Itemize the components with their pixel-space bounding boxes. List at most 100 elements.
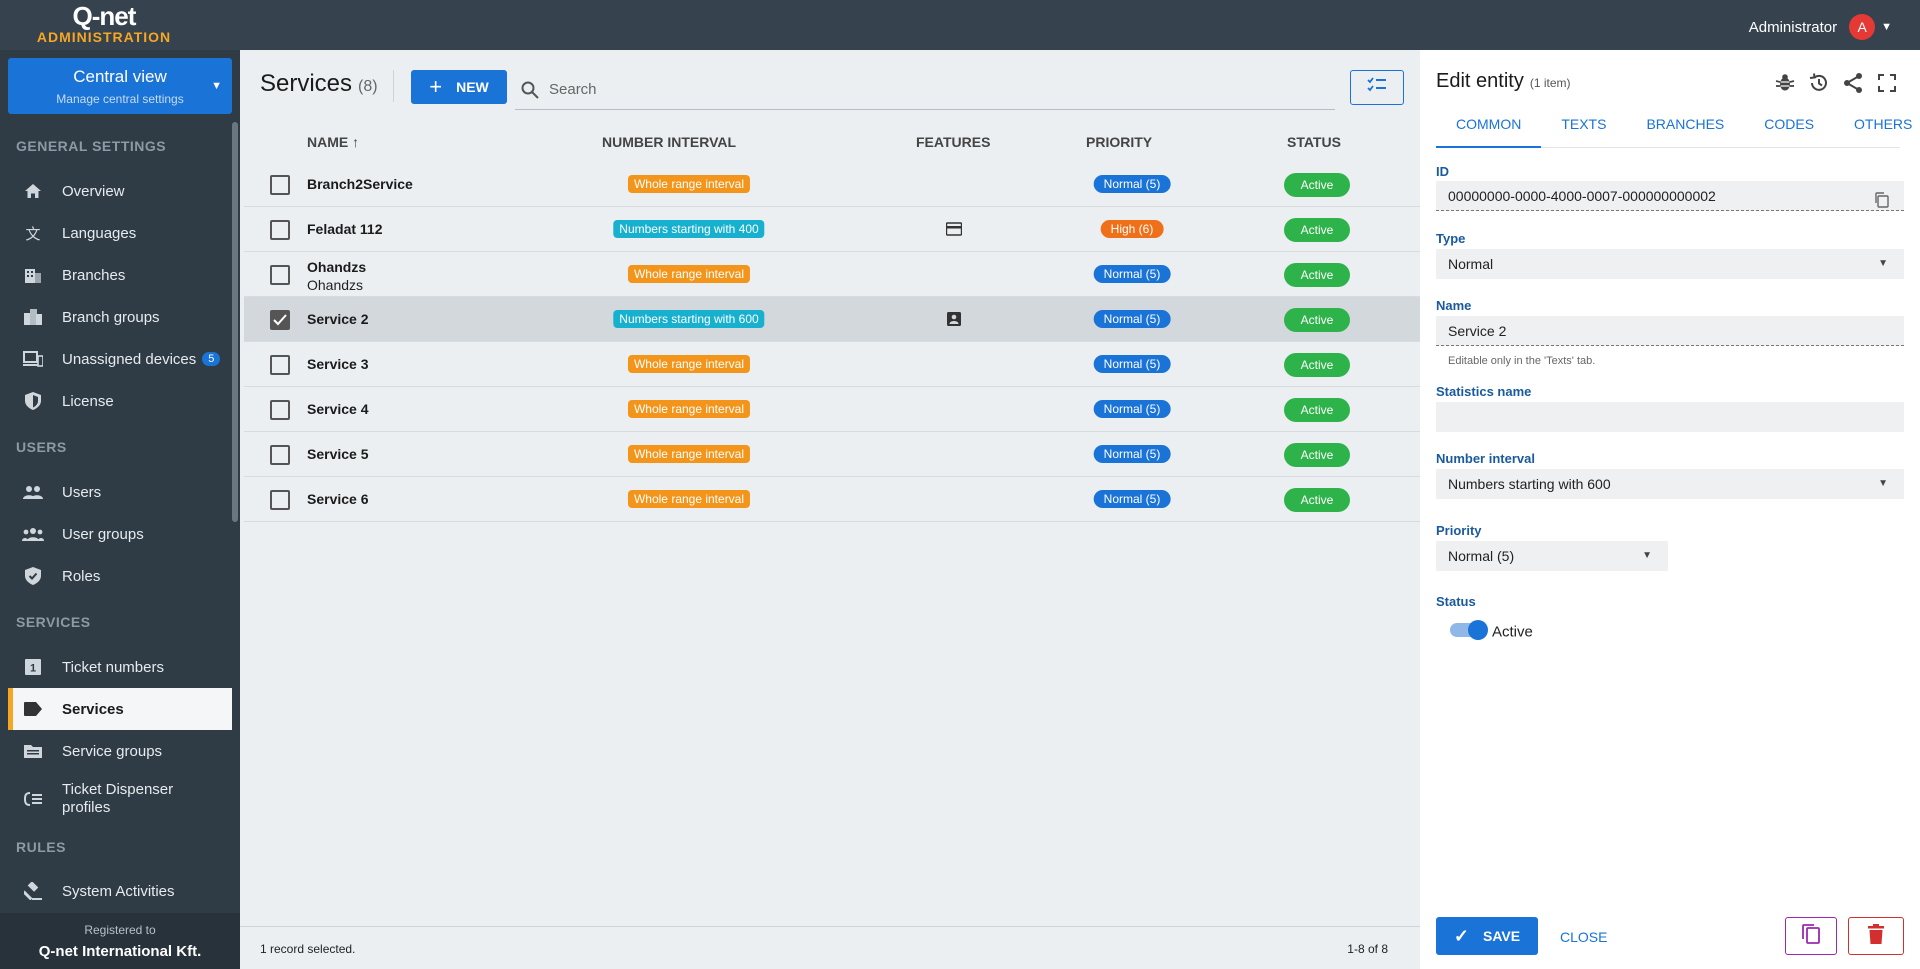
panel-tabs: COMMON TEXTS BRANCHES CODES OTHERS xyxy=(1436,112,1912,148)
statistics-name-input[interactable] xyxy=(1436,402,1904,432)
column-header-status[interactable]: STATUS xyxy=(1287,134,1341,150)
chevron-down-icon: ▼ xyxy=(211,80,222,92)
user-menu[interactable]: Administrator A ▼ xyxy=(1749,14,1892,40)
logo[interactable]: Q-net ADMINISTRATION xyxy=(30,3,178,45)
sidebar-item-ticket-numbers[interactable]: 1 Ticket numbers xyxy=(8,646,232,688)
type-select[interactable]: Normal ▼ xyxy=(1436,249,1904,279)
panel-toolbar xyxy=(1774,72,1898,94)
history-icon[interactable] xyxy=(1808,72,1830,94)
name-hint: Editable only in the 'Texts' tab. xyxy=(1448,355,1596,367)
interval-badge: Numbers starting with 400 xyxy=(613,220,765,238)
section-title-general: GENERAL SETTINGS xyxy=(16,138,167,154)
row-checkbox[interactable] xyxy=(270,355,290,375)
sidebar-item-overview[interactable]: Overview xyxy=(8,170,232,212)
panel-item-count: (1 item) xyxy=(1529,76,1571,90)
fullscreen-icon[interactable] xyxy=(1876,72,1898,94)
top-bar: Q-net ADMINISTRATION Administrator A ▼ xyxy=(0,0,1920,50)
row-checkbox[interactable] xyxy=(270,175,290,195)
row-checkbox[interactable] xyxy=(270,220,290,240)
tab-others[interactable]: OTHERS xyxy=(1854,116,1913,132)
interval-badge: Whole range interval xyxy=(627,175,751,193)
sidebar-item-service-groups[interactable]: Service groups xyxy=(8,730,232,772)
interval-badge: Numbers starting with 600 xyxy=(613,310,765,328)
sidebar-item-branch-groups[interactable]: Branch groups xyxy=(8,296,232,338)
panel-title: Edit entity (1 item) xyxy=(1436,70,1571,93)
bug-icon[interactable] xyxy=(1774,72,1796,94)
tab-branches[interactable]: BRANCHES xyxy=(1646,116,1725,132)
new-button[interactable]: + NEW xyxy=(411,70,507,104)
toggle-knob xyxy=(1468,620,1488,640)
sidebar-item-languages[interactable]: 文 Languages xyxy=(8,212,232,254)
check-icon: ✓ xyxy=(1453,925,1469,946)
duplicate-button[interactable] xyxy=(1785,917,1837,955)
shield-check-icon xyxy=(22,566,44,586)
table-row[interactable]: Ohandzs Ohandzs Whole range interval Nor… xyxy=(244,252,1420,297)
copy-icon[interactable] xyxy=(1874,188,1890,208)
tag-icon xyxy=(22,699,44,719)
column-header-number-interval[interactable]: NUMBER INTERVAL xyxy=(602,134,737,150)
number-interval-value: Numbers starting with 600 xyxy=(1448,476,1611,492)
type-value: Normal xyxy=(1448,256,1494,272)
status-badge: Active xyxy=(1284,263,1350,287)
user-name: Administrator xyxy=(1748,18,1838,36)
priority-select[interactable]: Normal (5) ▼ xyxy=(1436,541,1668,571)
sidebar-item-branches[interactable]: Branches xyxy=(8,254,232,296)
table-row[interactable]: Service 6 Whole range interval Normal (5… xyxy=(244,477,1420,522)
sidebar-item-users[interactable]: Users xyxy=(8,471,232,513)
save-button[interactable]: ✓ SAVE xyxy=(1436,917,1538,955)
row-checkbox-checked[interactable] xyxy=(270,310,290,330)
sidebar-item-label: Roles xyxy=(62,567,101,585)
status-toggle[interactable] xyxy=(1450,620,1488,640)
status-badge: Active xyxy=(1284,218,1350,242)
sidebar-item-license[interactable]: License xyxy=(8,380,232,422)
central-view-title: Central view xyxy=(73,67,167,86)
table-row-selected[interactable]: Service 2 Numbers starting with 600 Norm… xyxy=(244,297,1420,342)
sidebar-item-unassigned-devices[interactable]: Unassigned devices 5 xyxy=(8,338,232,380)
row-checkbox[interactable] xyxy=(270,490,290,510)
services-table: Branch2Service Whole range interval Norm… xyxy=(244,162,1420,522)
table-row[interactable]: Feladat 112 Numbers starting with 400 Hi… xyxy=(244,207,1420,252)
column-header-features[interactable]: FEATURES xyxy=(916,134,991,150)
chevron-down-icon: ▼ xyxy=(1878,258,1888,269)
sidebar-item-user-groups[interactable]: User groups xyxy=(8,513,232,555)
share-icon[interactable] xyxy=(1842,72,1864,94)
table-row[interactable]: Service 3 Whole range interval Normal (5… xyxy=(244,342,1420,387)
translate-icon: 文 xyxy=(25,225,41,243)
shield-icon xyxy=(22,391,44,411)
buildings-icon xyxy=(22,307,44,327)
table-row[interactable]: Service 4 Whole range interval Normal (5… xyxy=(244,387,1420,432)
sidebar-item-system-activities[interactable]: System Activities xyxy=(8,870,232,912)
sidebar-item-ticket-dispenser-profiles[interactable]: Ticket Dispenser profiles xyxy=(8,775,232,823)
central-view-selector[interactable]: Central view Manage central settings ▼ xyxy=(8,58,232,114)
row-checkbox[interactable] xyxy=(270,445,290,465)
table-header: NAME ↑ NUMBER INTERVAL FEATURES PRIORITY… xyxy=(244,122,1420,162)
chevron-down-icon: ▼ xyxy=(1642,550,1652,561)
sidebar-item-roles[interactable]: Roles xyxy=(8,555,232,597)
interval-badge: Whole range interval xyxy=(627,355,751,373)
table-row[interactable]: Branch2Service Whole range interval Norm… xyxy=(244,162,1420,207)
tab-texts[interactable]: TEXTS xyxy=(1561,116,1607,132)
column-header-name[interactable]: NAME ↑ xyxy=(307,134,359,150)
status-badge: Active xyxy=(1284,173,1350,197)
column-header-priority[interactable]: PRIORITY xyxy=(1086,134,1153,150)
priority-badge: Normal (5) xyxy=(1093,445,1171,463)
row-checkbox[interactable] xyxy=(270,400,290,420)
sidebar-scrollbar[interactable] xyxy=(232,122,238,522)
record-count: (8) xyxy=(358,78,378,95)
table-row[interactable]: Service 5 Whole range interval Normal (5… xyxy=(244,432,1420,477)
tab-common[interactable]: COMMON xyxy=(1436,112,1542,148)
number-interval-select[interactable]: Numbers starting with 600 ▼ xyxy=(1436,469,1904,499)
service-name: Service 6 xyxy=(307,491,369,507)
select-columns-button[interactable] xyxy=(1350,70,1404,105)
tab-codes[interactable]: CODES xyxy=(1764,116,1815,132)
sidebar-item-label: Ticket numbers xyxy=(62,658,164,676)
sidebar-item-services[interactable]: Services xyxy=(8,688,232,730)
service-name: Service 2 xyxy=(307,311,369,327)
delete-button[interactable] xyxy=(1848,917,1904,955)
row-checkbox[interactable] xyxy=(270,265,290,285)
list-icon xyxy=(22,789,44,809)
search-input[interactable] xyxy=(549,81,1289,98)
sidebar-item-label: Branches xyxy=(62,266,126,284)
close-button[interactable]: CLOSE xyxy=(1560,929,1608,945)
section-title-services: SERVICES xyxy=(16,614,91,630)
